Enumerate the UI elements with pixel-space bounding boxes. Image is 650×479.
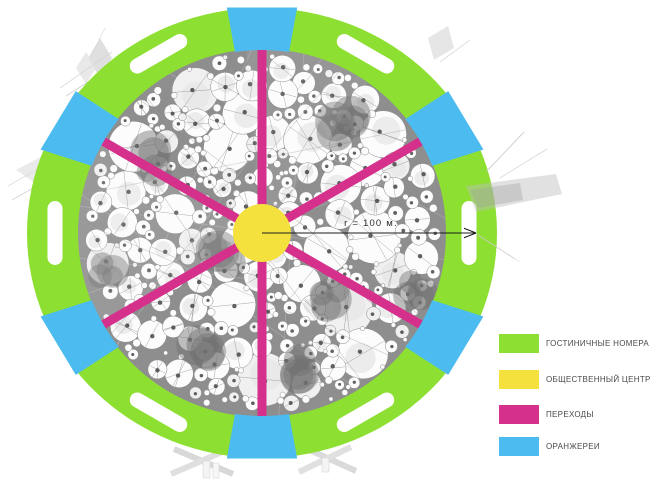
window-slot <box>129 392 188 433</box>
passage-spoke <box>257 43 267 233</box>
radius-arrow: r = 100 м. <box>262 218 477 239</box>
pier-shadow <box>466 131 562 263</box>
legend-swatch-hotel-rooms <box>499 334 539 353</box>
legend-label-public-center: ОБЩЕСТВЕННЫЙ ЦЕНТР <box>546 374 650 384</box>
legend-label-greenhouses: ОРАНЖЕРЕИ <box>546 441 600 451</box>
legend-item-public-center: ОБЩЕСТВЕННЫЙ ЦЕНТР <box>499 370 650 389</box>
greenhouse-segments <box>40 7 484 459</box>
legend: ГОСТИНИЧНЫЕ НОМЕРА ОБЩЕСТВЕННЫЙ ЦЕНТР ПЕ… <box>499 334 650 456</box>
passage-spoke <box>257 233 267 423</box>
greenhouse-segment <box>226 413 298 459</box>
passage-spoke <box>259 229 429 332</box>
window-slot <box>336 392 395 433</box>
legend-swatch-passages <box>499 405 539 424</box>
legend-item-passages: ПЕРЕХОДЫ <box>499 405 649 424</box>
legend-label-passages: ПЕРЕХОДЫ <box>546 409 594 419</box>
greenhouse-segment <box>405 300 484 375</box>
legend-swatch-public-center <box>499 370 539 389</box>
canopy-texture <box>76 47 448 419</box>
greenhouse-segment <box>40 300 119 375</box>
support-trestles <box>169 444 358 479</box>
passage-spoke <box>95 229 265 332</box>
legend-item-hotel-rooms: ГОСТИНИЧНЫЕ НОМЕРА <box>499 334 649 353</box>
window-slot <box>336 33 395 74</box>
window-slot <box>129 33 188 74</box>
passage-spoke <box>259 134 429 237</box>
legend-swatch-greenhouses <box>499 437 539 456</box>
greenhouse-segment <box>40 91 119 166</box>
greenhouse-segment <box>405 91 484 166</box>
greenhouse-segment <box>226 7 298 53</box>
window-slot <box>47 201 63 265</box>
legend-item-greenhouses: ОРАНЖЕРЕИ <box>499 437 649 456</box>
passage-spokes <box>95 43 429 423</box>
radius-label: r = 100 м. <box>344 218 398 229</box>
legend-label-hotel-rooms: ГОСТИНИЧНЫЕ НОМЕРА <box>546 338 650 348</box>
ring-window-slots <box>47 33 477 433</box>
passage-spoke <box>95 134 265 237</box>
